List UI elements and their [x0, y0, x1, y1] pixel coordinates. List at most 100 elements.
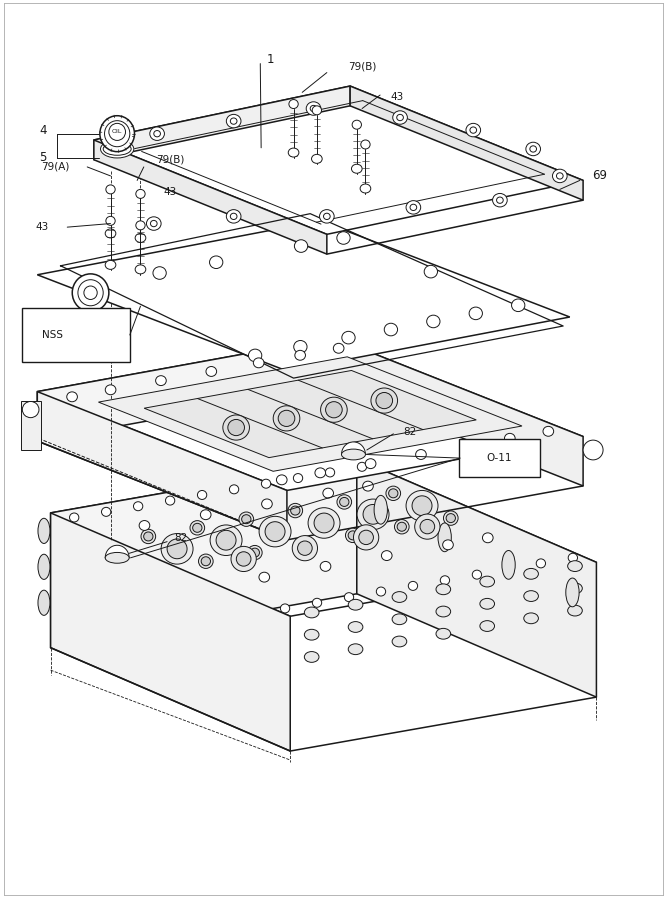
Ellipse shape	[438, 523, 452, 552]
Ellipse shape	[436, 606, 451, 616]
Ellipse shape	[69, 513, 79, 522]
Ellipse shape	[371, 388, 398, 413]
Polygon shape	[51, 513, 290, 751]
Ellipse shape	[278, 410, 295, 427]
Ellipse shape	[363, 482, 374, 491]
Text: 1: 1	[267, 52, 274, 66]
Ellipse shape	[226, 210, 241, 223]
Ellipse shape	[384, 323, 398, 336]
Ellipse shape	[315, 468, 325, 478]
Ellipse shape	[524, 613, 538, 624]
Ellipse shape	[199, 554, 213, 569]
Ellipse shape	[374, 495, 388, 524]
Ellipse shape	[354, 525, 379, 550]
Ellipse shape	[406, 201, 421, 214]
Ellipse shape	[348, 622, 363, 633]
Ellipse shape	[154, 130, 161, 137]
Ellipse shape	[357, 500, 389, 529]
Ellipse shape	[566, 578, 579, 607]
Ellipse shape	[321, 397, 348, 422]
Ellipse shape	[408, 581, 418, 590]
Ellipse shape	[334, 343, 344, 353]
Ellipse shape	[482, 533, 493, 543]
Ellipse shape	[342, 331, 355, 344]
Ellipse shape	[393, 111, 408, 124]
Ellipse shape	[216, 530, 236, 550]
Bar	[22, 308, 130, 362]
Ellipse shape	[312, 598, 321, 608]
Ellipse shape	[201, 557, 211, 566]
Ellipse shape	[340, 498, 349, 507]
Ellipse shape	[250, 548, 259, 557]
Ellipse shape	[151, 220, 157, 227]
Text: 5: 5	[39, 151, 46, 165]
Ellipse shape	[197, 491, 207, 500]
Ellipse shape	[463, 441, 474, 451]
Polygon shape	[51, 459, 596, 616]
Ellipse shape	[22, 401, 39, 418]
Ellipse shape	[311, 155, 322, 163]
Ellipse shape	[346, 528, 360, 543]
Ellipse shape	[223, 415, 249, 440]
Ellipse shape	[348, 599, 363, 610]
Ellipse shape	[147, 217, 161, 230]
Ellipse shape	[228, 419, 245, 436]
Ellipse shape	[524, 590, 538, 601]
Ellipse shape	[568, 554, 578, 562]
Ellipse shape	[552, 169, 567, 183]
Ellipse shape	[133, 501, 143, 510]
Ellipse shape	[314, 513, 334, 533]
Ellipse shape	[480, 621, 494, 632]
Ellipse shape	[289, 100, 298, 109]
Ellipse shape	[424, 266, 438, 278]
Ellipse shape	[512, 299, 525, 311]
Ellipse shape	[161, 534, 193, 564]
Ellipse shape	[443, 540, 454, 550]
Ellipse shape	[229, 485, 239, 494]
Ellipse shape	[105, 229, 116, 238]
Ellipse shape	[412, 496, 432, 516]
Polygon shape	[105, 545, 129, 558]
Ellipse shape	[259, 517, 291, 547]
Ellipse shape	[209, 256, 223, 268]
Ellipse shape	[101, 508, 111, 517]
Ellipse shape	[470, 127, 477, 133]
Ellipse shape	[105, 553, 129, 563]
Ellipse shape	[397, 522, 406, 531]
Ellipse shape	[319, 210, 334, 223]
Ellipse shape	[352, 121, 362, 130]
Ellipse shape	[167, 539, 187, 559]
Ellipse shape	[109, 123, 125, 140]
Ellipse shape	[337, 495, 352, 509]
Ellipse shape	[291, 506, 300, 515]
Ellipse shape	[265, 522, 285, 542]
Ellipse shape	[469, 307, 482, 320]
Polygon shape	[334, 338, 583, 486]
Ellipse shape	[135, 265, 146, 274]
Ellipse shape	[416, 450, 426, 459]
Ellipse shape	[106, 184, 115, 194]
Ellipse shape	[480, 576, 494, 587]
Polygon shape	[99, 356, 522, 472]
Text: NSS: NSS	[42, 330, 63, 340]
Ellipse shape	[293, 473, 303, 482]
Ellipse shape	[376, 392, 393, 409]
Ellipse shape	[304, 652, 319, 662]
Ellipse shape	[239, 512, 253, 526]
Ellipse shape	[526, 142, 540, 156]
Ellipse shape	[293, 340, 307, 353]
Ellipse shape	[323, 213, 330, 220]
Ellipse shape	[325, 468, 335, 477]
Ellipse shape	[325, 401, 342, 418]
Ellipse shape	[392, 636, 407, 647]
Ellipse shape	[312, 106, 321, 115]
Ellipse shape	[38, 554, 50, 580]
Ellipse shape	[504, 564, 514, 573]
Ellipse shape	[299, 539, 308, 548]
Ellipse shape	[348, 531, 358, 540]
Ellipse shape	[360, 184, 371, 193]
Ellipse shape	[280, 604, 289, 613]
Ellipse shape	[308, 508, 340, 538]
Ellipse shape	[359, 530, 374, 544]
Ellipse shape	[397, 114, 404, 121]
